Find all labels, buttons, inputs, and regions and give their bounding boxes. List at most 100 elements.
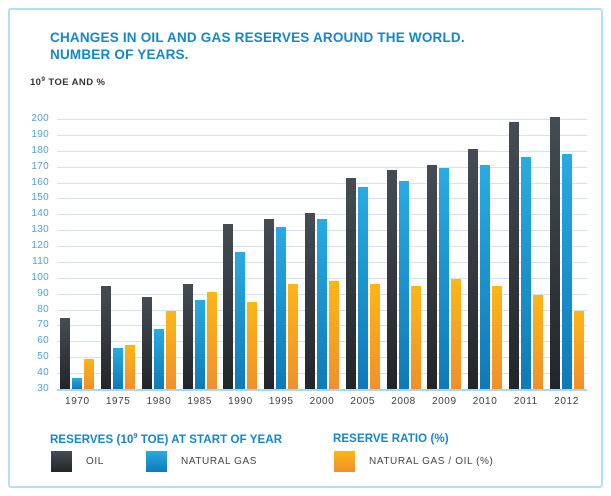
bar-group-1975 xyxy=(98,119,139,389)
bar-natural-gas-1990 xyxy=(235,252,246,389)
bar-oil-2009 xyxy=(427,165,438,389)
bar-oil-1980 xyxy=(141,296,152,389)
y-tick-label: 90 xyxy=(37,287,49,299)
chart-card: CHANGES IN OIL AND GAS RESERVES AROUND T… xyxy=(8,8,603,488)
bar-group-2000 xyxy=(302,119,343,389)
unit-label-base: 10 xyxy=(30,77,42,89)
y-tick-label: 30 xyxy=(37,383,49,394)
legend-reserves-heading: RESERVES (109 TOE) AT START OF YEAR xyxy=(50,433,282,446)
bar-natural-gas-oil-2005 xyxy=(369,284,380,389)
bar-natural-gas-1980 xyxy=(153,328,164,389)
plot-area: 200 190 180 170 160 150 140 130 120 110 100 90 80 70 6… xyxy=(31,113,587,407)
bar-natural-gas-1975 xyxy=(113,347,124,389)
bar-oil-1970 xyxy=(60,317,71,389)
legend-reserves-heading-rest: TOE) AT START OF YEAR xyxy=(137,433,283,446)
bar-natural-gas-oil-1980 xyxy=(165,311,176,389)
y-tick-label: 60 xyxy=(37,335,49,347)
x-tick-label: 2012 xyxy=(554,396,579,407)
x-tick-label: 2010 xyxy=(472,396,498,407)
bar-group-1970 xyxy=(57,119,98,389)
bar-natural-gas-oil-1990 xyxy=(247,301,258,389)
y-tick-label: 110 xyxy=(32,255,49,267)
y-axis-unit-label: 109 TOE AND % xyxy=(30,76,105,88)
x-tick-label: 1995 xyxy=(268,396,294,407)
y-tick-label: 150 xyxy=(31,192,49,204)
bar-natural-gas-oil-2000 xyxy=(328,281,339,389)
bar-oil-2012 xyxy=(549,117,560,389)
unit-label-rest: TOE AND % xyxy=(45,77,106,89)
legend-reserves: RESERVES (109 TOE) AT START OF YEAR OIL … xyxy=(50,433,282,472)
bar-oil-1985 xyxy=(182,284,193,389)
x-tick-label: 2008 xyxy=(391,396,416,407)
x-tick-label: 1970 xyxy=(65,396,90,407)
bar-natural-gas-oil-2008 xyxy=(410,285,421,389)
bar-oil-1995 xyxy=(264,219,275,389)
bar-oil-1990 xyxy=(223,223,234,389)
bar-group-1995 xyxy=(261,119,302,389)
x-tick-label: 1985 xyxy=(187,396,212,407)
x-tick-label: 2011 xyxy=(513,396,538,407)
natural-gas-legend-swatch xyxy=(146,451,167,472)
y-tick-label: 140 xyxy=(31,208,49,220)
x-tick-label: 2009 xyxy=(431,396,457,407)
y-tick-label: 180 xyxy=(31,144,49,156)
x-tick-label: 1975 xyxy=(105,396,131,407)
bar-group-2011 xyxy=(505,119,546,389)
bar-natural-gas-oil-1975 xyxy=(125,344,136,389)
bar-group-2009 xyxy=(424,119,465,389)
y-tick-label: 100 xyxy=(31,271,49,283)
legend-reserves-heading-base: RESERVES (10 xyxy=(50,433,134,446)
bar-natural-gas-oil-2009 xyxy=(451,279,462,389)
chart-title: CHANGES IN OIL AND GAS RESERVES AROUND T… xyxy=(50,29,465,63)
x-tick-label: 2005 xyxy=(350,396,376,407)
bar-group-1980 xyxy=(139,119,180,389)
bar-natural-gas-oil-1985 xyxy=(206,292,217,389)
bar-group-2010 xyxy=(465,119,506,389)
bar-oil-2008 xyxy=(386,169,397,389)
bar-natural-gas-oil-2012 xyxy=(573,311,584,389)
legend-ratio-heading: RESERVE RATIO (%) xyxy=(333,433,449,445)
bar-natural-gas-2012 xyxy=(561,153,572,389)
gridline xyxy=(57,134,587,136)
y-tick-label: 170 xyxy=(31,160,49,172)
chart-title-line2: NUMBER OF YEARS. xyxy=(50,47,189,62)
oil-legend-swatch xyxy=(51,451,72,472)
bar-natural-gas-2011 xyxy=(520,157,531,389)
y-tick-label: 190 xyxy=(31,128,49,140)
natural-gas-legend-label: NATURAL GAS xyxy=(181,456,258,467)
y-tick-label: 200 xyxy=(31,113,49,124)
y-tick-label: 130 xyxy=(31,224,49,236)
bar-natural-gas-oil-2011 xyxy=(532,295,543,389)
x-tick-label: 2000 xyxy=(309,396,335,407)
y-tick-label: 80 xyxy=(37,303,49,315)
bar-natural-gas-2008 xyxy=(398,180,409,389)
bar-oil-2010 xyxy=(468,149,479,389)
y-tick-label: 70 xyxy=(37,319,49,331)
bar-natural-gas-2010 xyxy=(480,165,491,389)
bar-group-1990 xyxy=(220,119,261,389)
bar-natural-gas-2005 xyxy=(357,187,368,389)
x-tick-label: 1980 xyxy=(146,396,172,407)
y-tick-label: 50 xyxy=(37,351,49,363)
oil-legend-label: OIL xyxy=(86,456,104,467)
bar-natural-gas-oil-1995 xyxy=(288,284,299,389)
bar-natural-gas-1970 xyxy=(72,377,83,389)
x-axis-baseline xyxy=(57,389,587,391)
gridline xyxy=(57,119,587,120)
gridline xyxy=(57,166,587,168)
chart-title-line1: CHANGES IN OIL AND GAS RESERVES AROUND T… xyxy=(50,30,465,45)
ratio-legend-label: NATURAL GAS / OIL (%) xyxy=(369,456,494,467)
bar-natural-gas-oil-2010 xyxy=(492,285,503,389)
bar-natural-gas-1995 xyxy=(276,227,287,389)
bar-natural-gas-2000 xyxy=(316,219,327,389)
y-tick-label: 120 xyxy=(31,240,49,252)
gridline xyxy=(57,182,587,184)
gridline xyxy=(57,150,587,152)
y-tick-label: 40 xyxy=(37,367,49,379)
bar-oil-1975 xyxy=(101,285,112,389)
x-tick-label: 1990 xyxy=(228,396,253,407)
bar-group-2005 xyxy=(342,119,383,389)
bar-oil-2000 xyxy=(304,212,315,389)
bar-natural-gas-oil-1970 xyxy=(84,358,95,389)
gridline xyxy=(57,214,587,216)
